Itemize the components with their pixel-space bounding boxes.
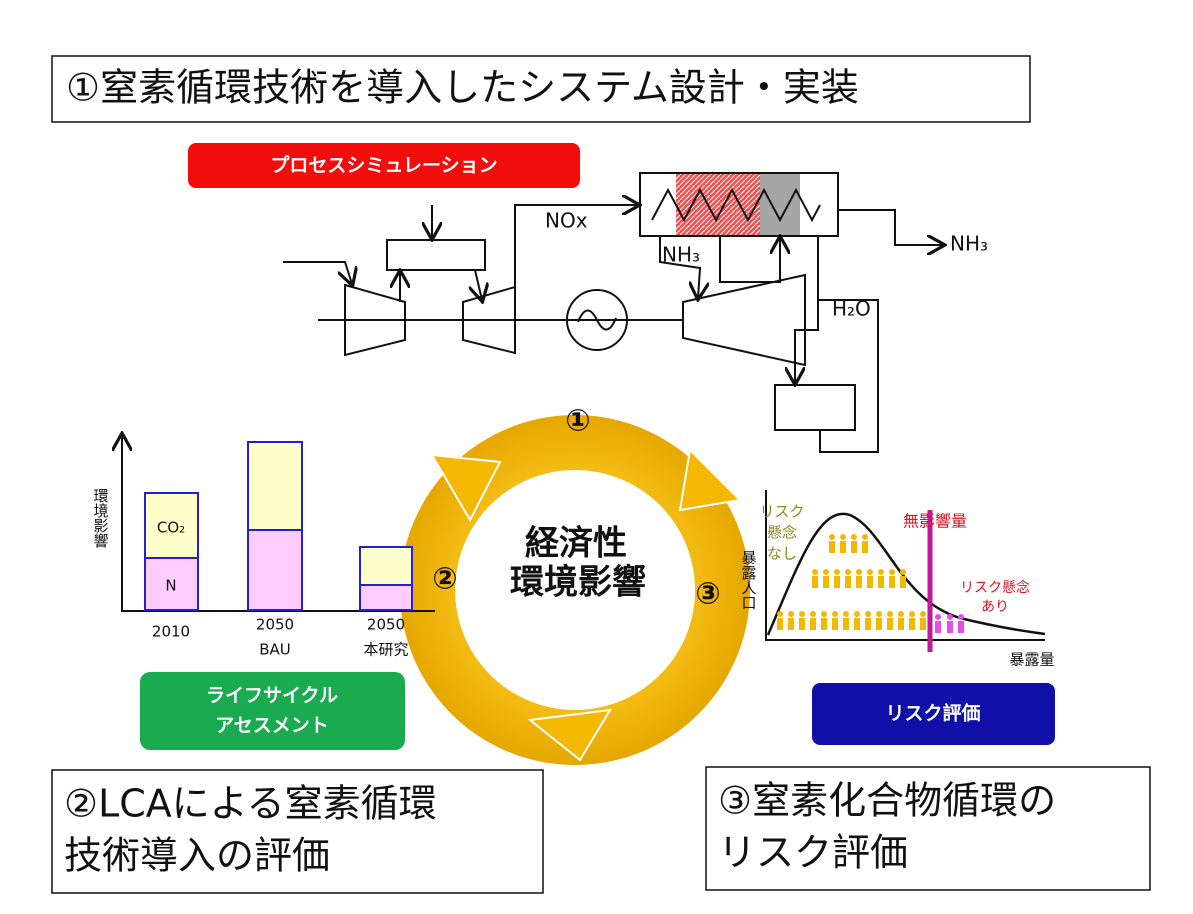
person-icon bbox=[867, 569, 873, 588]
person-icon bbox=[845, 569, 851, 588]
cycle-center: 環境影響 bbox=[510, 563, 646, 603]
person-icon bbox=[898, 611, 904, 630]
lca-label: ライフサイクル bbox=[206, 685, 338, 707]
person-icon bbox=[862, 534, 868, 553]
process-diagram bbox=[283, 172, 943, 453]
lca-box-text: ②LCAによる窒素循環 bbox=[64, 782, 437, 826]
lca-box-text: 技術導入の評価 bbox=[64, 834, 330, 878]
risk-box bbox=[705, 766, 1151, 891]
lca-pill bbox=[140, 672, 405, 750]
person-icon bbox=[799, 611, 805, 630]
lca-category: 本研究 bbox=[363, 641, 408, 659]
person-icon bbox=[840, 534, 846, 553]
person-icon bbox=[887, 611, 893, 630]
cycle-ring bbox=[399, 415, 750, 765]
lca-chart bbox=[122, 435, 435, 612]
person-icon bbox=[832, 611, 838, 630]
risk-annotation: リスク懸念 bbox=[960, 579, 1030, 596]
person-icon bbox=[865, 611, 871, 630]
process-label: プロセスシミュレーション bbox=[270, 154, 497, 177]
nh3-label: NH₃ bbox=[662, 243, 700, 267]
lca-box bbox=[51, 769, 544, 894]
risk-annotation: リスク bbox=[759, 503, 804, 521]
risk-chart bbox=[765, 490, 1046, 652]
person-icon bbox=[947, 614, 953, 633]
lca-y-label: 環境影響 bbox=[92, 488, 110, 549]
risk-box-text: リスク評価 bbox=[718, 831, 908, 875]
person-icon bbox=[788, 611, 794, 630]
person-icon bbox=[843, 611, 849, 630]
lca-label: アセスメント bbox=[215, 715, 329, 737]
person-icon bbox=[876, 611, 882, 630]
h2o-label: H₂O bbox=[832, 297, 871, 321]
person-icon bbox=[821, 611, 827, 630]
person-icon bbox=[856, 569, 862, 588]
risk-label: リスク評価 bbox=[885, 702, 980, 725]
person-icon bbox=[920, 611, 926, 630]
lca-category: BAU bbox=[259, 641, 291, 659]
nox-label: NOx bbox=[545, 209, 588, 233]
person-icon bbox=[851, 534, 857, 553]
risk-annotation: 懸念 bbox=[767, 524, 797, 542]
risk-x-label: 暴露量 bbox=[1009, 651, 1054, 669]
lca-segment-label: N bbox=[165, 577, 176, 595]
risk-y-label: 暴露人口 bbox=[740, 550, 758, 610]
risk-annotation: 無影響量 bbox=[903, 512, 967, 531]
person-icon bbox=[958, 614, 964, 633]
person-icon bbox=[900, 569, 906, 588]
person-icon bbox=[829, 534, 835, 553]
person-icon bbox=[854, 611, 860, 630]
nh3-output: NH₃ bbox=[950, 232, 988, 256]
risk-annotation: あり bbox=[981, 599, 1009, 615]
cycle-number: ② bbox=[432, 562, 457, 597]
risk-annotation: なし bbox=[767, 545, 797, 563]
lca-segment-label: CO₂ bbox=[157, 519, 185, 537]
risk-pill bbox=[812, 683, 1055, 745]
cycle-center: 経済性 bbox=[525, 524, 627, 564]
person-icon bbox=[834, 569, 840, 588]
person-icon bbox=[935, 614, 941, 633]
risk-box-text: ③窒素化合物循環の bbox=[718, 779, 1056, 823]
lca-category: 2050 bbox=[256, 616, 294, 634]
cycle-number: ③ bbox=[695, 577, 720, 612]
person-icon bbox=[889, 569, 895, 588]
person-icon bbox=[823, 569, 829, 588]
person-icon bbox=[909, 611, 915, 630]
person-icon bbox=[810, 611, 816, 630]
header-title: ①窒素循環技術を導入したシステム設計・実装 bbox=[66, 66, 859, 110]
person-icon bbox=[812, 569, 818, 588]
lca-category: 2050 bbox=[367, 616, 405, 634]
process-pill bbox=[188, 143, 580, 188]
cycle-number: ① bbox=[565, 404, 590, 439]
header-box bbox=[51, 55, 1031, 123]
lca-category: 2010 bbox=[152, 623, 190, 641]
person-icon bbox=[878, 569, 884, 588]
person-icon bbox=[777, 611, 783, 630]
